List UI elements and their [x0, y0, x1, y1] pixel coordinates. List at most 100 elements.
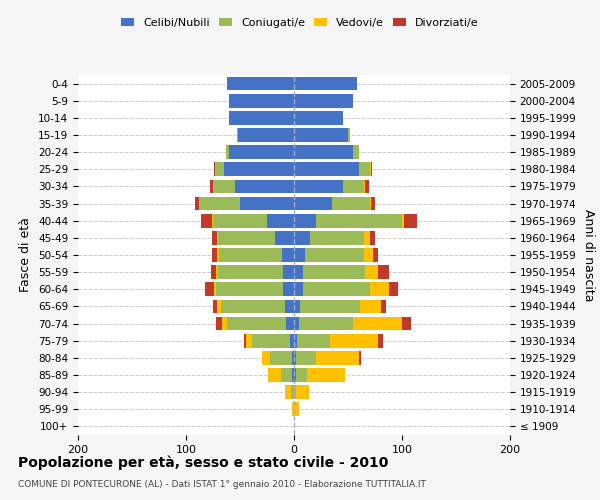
Bar: [402, 214, 404, 228]
Bar: [305, 248, 364, 262]
Bar: [382, 300, 386, 314]
Bar: [218, 231, 275, 244]
Bar: [370, 196, 371, 210]
Bar: [294, 368, 296, 382]
Text: COMUNE DI PONTECURONE (AL) - Dati ISTAT 1° gennaio 2010 - Elaborazione TUTTITALI: COMUNE DI PONTECURONE (AL) - Dati ISTAT …: [18, 480, 426, 489]
Bar: [214, 282, 216, 296]
Bar: [294, 316, 299, 330]
Bar: [205, 282, 214, 296]
Bar: [389, 282, 398, 296]
Bar: [297, 334, 329, 347]
Bar: [199, 196, 240, 210]
Legend: Celibi/Nubili, Coniugati/e, Vedovi/e, Divorziati/e: Celibi/Nubili, Coniugati/e, Vedovi/e, Di…: [117, 13, 483, 32]
Bar: [294, 128, 348, 142]
Bar: [282, 248, 294, 262]
Bar: [294, 146, 353, 159]
Bar: [292, 351, 294, 364]
Bar: [294, 266, 302, 279]
Bar: [370, 231, 375, 244]
Bar: [365, 266, 378, 279]
Bar: [211, 266, 216, 279]
Bar: [221, 316, 227, 330]
Bar: [218, 266, 283, 279]
Bar: [247, 334, 252, 347]
Bar: [294, 111, 343, 124]
Bar: [270, 351, 292, 364]
Bar: [213, 300, 217, 314]
Bar: [216, 266, 218, 279]
Bar: [348, 128, 350, 142]
Bar: [210, 180, 213, 194]
Bar: [316, 351, 359, 364]
Bar: [217, 248, 220, 262]
Bar: [237, 128, 238, 142]
Bar: [301, 300, 360, 314]
Y-axis label: Anni di nascita: Anni di nascita: [582, 209, 595, 301]
Bar: [213, 214, 267, 228]
Bar: [370, 282, 389, 296]
Bar: [294, 94, 353, 108]
Bar: [286, 316, 294, 330]
Bar: [294, 231, 310, 244]
Bar: [244, 334, 247, 347]
Bar: [216, 282, 283, 296]
Bar: [217, 231, 218, 244]
Bar: [212, 231, 217, 244]
Bar: [291, 386, 294, 399]
Bar: [302, 266, 365, 279]
Bar: [353, 316, 402, 330]
Bar: [294, 351, 296, 364]
Bar: [296, 386, 309, 399]
Bar: [373, 248, 378, 262]
Bar: [294, 402, 299, 416]
Bar: [294, 300, 301, 314]
Bar: [343, 180, 364, 194]
Bar: [378, 266, 389, 279]
Bar: [371, 196, 375, 210]
Bar: [212, 214, 213, 228]
Bar: [294, 162, 359, 176]
Bar: [215, 162, 224, 176]
Bar: [359, 351, 361, 364]
Bar: [217, 300, 221, 314]
Bar: [221, 300, 286, 314]
Bar: [216, 316, 221, 330]
Bar: [292, 368, 294, 382]
Bar: [302, 282, 370, 296]
Bar: [252, 334, 290, 347]
Bar: [296, 351, 316, 364]
Bar: [294, 180, 343, 194]
Bar: [359, 162, 370, 176]
Bar: [224, 162, 294, 176]
Bar: [283, 282, 294, 296]
Bar: [316, 214, 402, 228]
Bar: [364, 248, 373, 262]
Bar: [240, 196, 294, 210]
Bar: [286, 386, 291, 399]
Bar: [294, 386, 296, 399]
Bar: [370, 162, 371, 176]
Bar: [371, 162, 372, 176]
Bar: [294, 214, 316, 228]
Bar: [235, 180, 294, 194]
Bar: [294, 334, 297, 347]
Bar: [294, 248, 305, 262]
Bar: [294, 76, 356, 90]
Bar: [283, 266, 294, 279]
Bar: [201, 214, 212, 228]
Bar: [227, 316, 286, 330]
Bar: [329, 334, 378, 347]
Bar: [229, 146, 294, 159]
Bar: [292, 402, 294, 416]
Bar: [294, 282, 302, 296]
Bar: [404, 214, 417, 228]
Bar: [296, 368, 307, 382]
Bar: [378, 334, 383, 347]
Bar: [286, 300, 294, 314]
Bar: [213, 180, 235, 194]
Bar: [227, 76, 294, 90]
Bar: [229, 111, 294, 124]
Bar: [229, 94, 294, 108]
Bar: [365, 180, 368, 194]
Bar: [226, 146, 229, 159]
